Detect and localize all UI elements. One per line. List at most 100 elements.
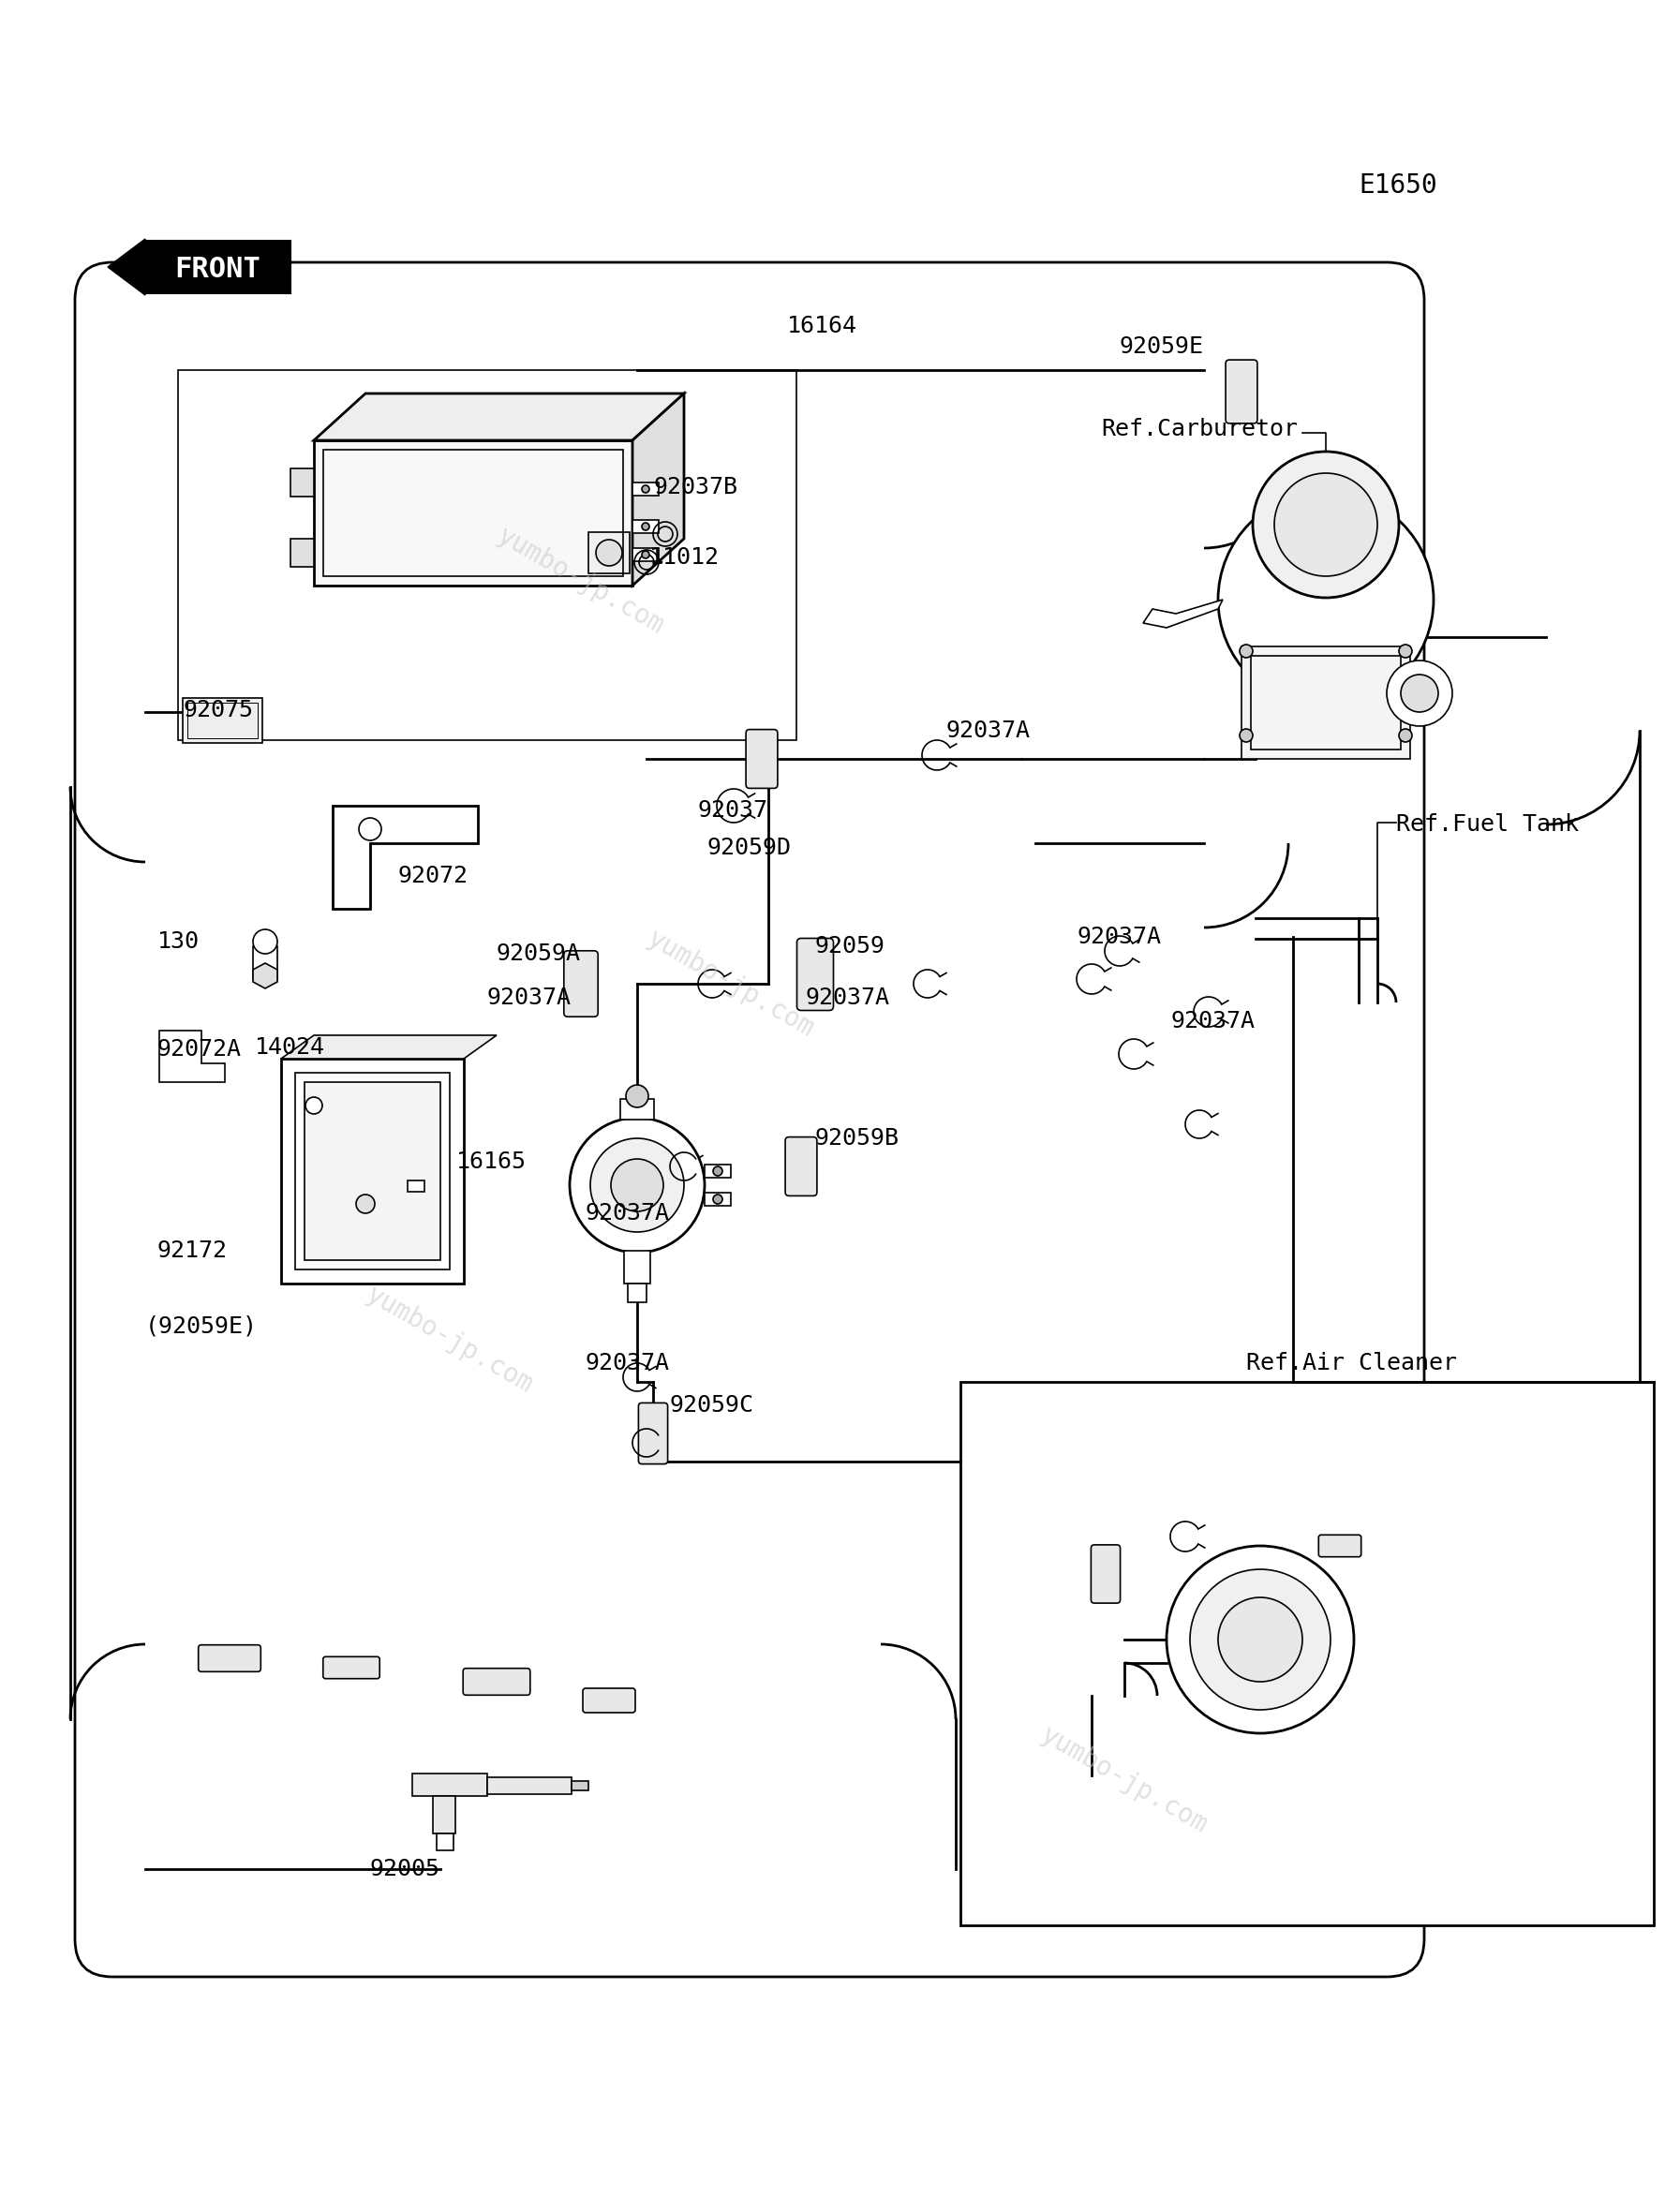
Text: FRONT: FRONT: [175, 257, 260, 283]
Bar: [623, 1250, 650, 1283]
Circle shape: [1240, 644, 1253, 657]
Bar: [433, 1795, 455, 1834]
Circle shape: [1399, 644, 1411, 657]
Text: 92037A: 92037A: [586, 1351, 670, 1375]
Text: Ref.Fuel Tank: Ref.Fuel Tank: [1396, 813, 1579, 835]
Circle shape: [1218, 1597, 1302, 1681]
Polygon shape: [281, 1035, 497, 1059]
Circle shape: [1399, 729, 1411, 743]
Bar: [183, 699, 262, 743]
Bar: [254, 947, 277, 980]
Circle shape: [642, 486, 650, 492]
Circle shape: [612, 1160, 664, 1211]
Polygon shape: [160, 1030, 225, 1083]
Circle shape: [1218, 492, 1433, 707]
Bar: [632, 547, 659, 560]
Text: 92037A: 92037A: [946, 721, 1030, 743]
Text: 92037A: 92037A: [586, 1202, 670, 1224]
Text: 92005: 92005: [370, 1859, 440, 1881]
Bar: [1252, 657, 1401, 749]
Bar: [487, 1777, 571, 1795]
Text: 16165: 16165: [457, 1151, 526, 1173]
Circle shape: [356, 1195, 375, 1213]
Text: 92059A: 92059A: [497, 943, 581, 964]
Bar: [314, 439, 632, 587]
Text: 11012: 11012: [650, 547, 719, 569]
Text: 92037: 92037: [699, 800, 768, 822]
Polygon shape: [108, 239, 144, 294]
Text: 14024: 14024: [255, 1037, 326, 1059]
Bar: [620, 1098, 654, 1120]
FancyBboxPatch shape: [1319, 1536, 1361, 1558]
Text: 92075: 92075: [183, 699, 254, 721]
Bar: [704, 1193, 731, 1206]
Text: 92059D: 92059D: [707, 837, 791, 859]
Bar: [437, 1834, 454, 1850]
Bar: [1242, 646, 1410, 758]
Circle shape: [1401, 674, 1438, 712]
Bar: [144, 242, 291, 292]
Bar: [632, 483, 659, 497]
Circle shape: [1240, 729, 1253, 743]
Bar: [961, 1382, 1653, 1925]
Circle shape: [642, 551, 650, 558]
Circle shape: [712, 1195, 722, 1204]
Circle shape: [1275, 472, 1378, 576]
FancyBboxPatch shape: [1226, 360, 1257, 424]
Polygon shape: [632, 393, 684, 587]
Bar: [632, 521, 659, 534]
Polygon shape: [314, 393, 684, 439]
FancyBboxPatch shape: [323, 1657, 380, 1679]
Text: 92172: 92172: [158, 1239, 228, 1261]
Text: yumbo-jp.com: yumbo-jp.com: [492, 523, 669, 639]
FancyBboxPatch shape: [796, 938, 833, 1011]
Circle shape: [590, 1138, 684, 1233]
Text: 92037A: 92037A: [487, 986, 571, 1008]
Text: (92059E): (92059E): [144, 1314, 257, 1338]
Text: 92037A: 92037A: [1171, 1011, 1255, 1033]
Text: yumbo-jp.com: yumbo-jp.com: [643, 925, 818, 1041]
Text: 92059C: 92059C: [670, 1395, 754, 1417]
Polygon shape: [291, 468, 314, 497]
FancyBboxPatch shape: [464, 1668, 531, 1696]
Circle shape: [360, 817, 381, 841]
Text: Ref.Air Cleaner: Ref.Air Cleaner: [1247, 1351, 1457, 1375]
Text: 92059: 92059: [815, 936, 885, 958]
Text: 92072: 92072: [398, 866, 469, 888]
Polygon shape: [333, 806, 477, 910]
Text: Ref.Carburetor: Ref.Carburetor: [1100, 417, 1297, 439]
FancyBboxPatch shape: [785, 1138, 816, 1195]
Bar: [588, 532, 630, 573]
Text: yumbo-jp.com: yumbo-jp.com: [1037, 1722, 1213, 1839]
Text: 130: 130: [158, 929, 200, 953]
Text: yumbo-jp.com: yumbo-jp.com: [361, 1281, 538, 1397]
Circle shape: [596, 540, 622, 567]
Bar: [323, 450, 623, 576]
Circle shape: [627, 1085, 648, 1107]
Bar: [704, 1164, 731, 1178]
Circle shape: [1386, 661, 1452, 725]
Circle shape: [1253, 453, 1399, 598]
Text: 92037A: 92037A: [806, 986, 890, 1008]
Circle shape: [642, 523, 650, 529]
Bar: [281, 1059, 464, 1283]
Circle shape: [254, 929, 277, 953]
Bar: [188, 703, 257, 738]
Text: 92059E: 92059E: [1119, 336, 1205, 358]
Text: 92059B: 92059B: [815, 1127, 899, 1149]
Circle shape: [570, 1118, 704, 1252]
Bar: [296, 1072, 450, 1270]
Polygon shape: [254, 962, 277, 989]
FancyBboxPatch shape: [638, 1404, 667, 1463]
Circle shape: [712, 1167, 722, 1175]
FancyBboxPatch shape: [564, 951, 598, 1017]
Circle shape: [306, 1096, 323, 1114]
Bar: [628, 1283, 647, 1303]
Polygon shape: [291, 538, 314, 567]
FancyBboxPatch shape: [583, 1687, 635, 1714]
Text: E1650: E1650: [1359, 171, 1436, 198]
Text: 16164: 16164: [786, 314, 857, 338]
Bar: [412, 1773, 487, 1795]
Bar: [571, 1782, 588, 1791]
FancyBboxPatch shape: [1090, 1544, 1121, 1604]
